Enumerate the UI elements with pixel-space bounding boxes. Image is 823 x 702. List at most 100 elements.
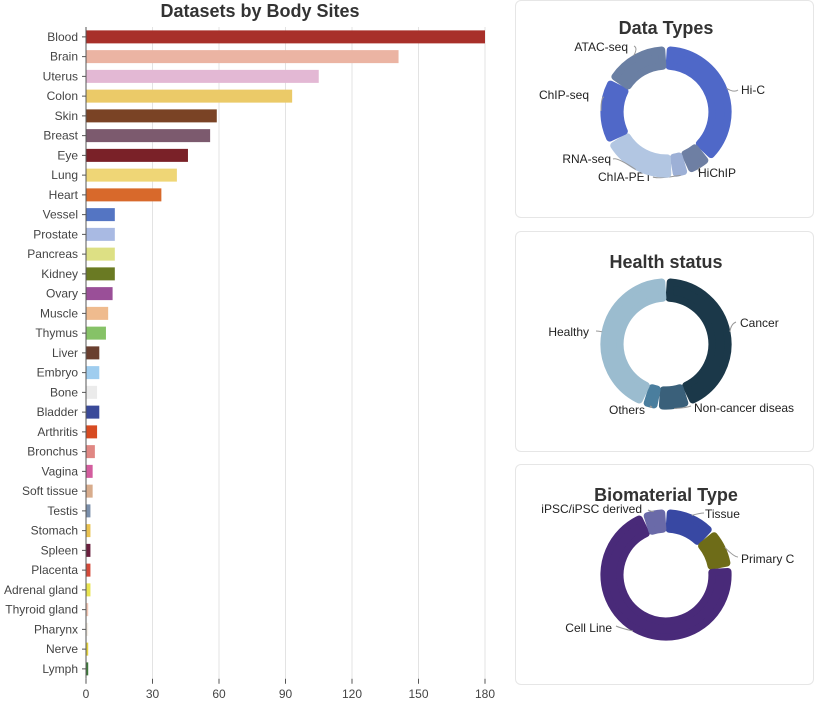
bar[interactable]: [86, 129, 211, 143]
y-tick-label: Nerve: [46, 642, 78, 656]
y-tick-label: Bladder: [37, 405, 78, 419]
y-tick-label: Colon: [47, 89, 78, 103]
donut-slice[interactable]: [600, 278, 667, 404]
y-tick-label: Thyroid gland: [5, 603, 78, 617]
bar[interactable]: [86, 425, 98, 439]
bar[interactable]: [86, 247, 115, 261]
y-tick-label: Pancreas: [27, 247, 78, 261]
y-tick-label: Soft tissue: [22, 484, 78, 498]
bar[interactable]: [86, 287, 113, 301]
leader-line: [649, 405, 653, 408]
slice-label: ChIP-seq: [539, 88, 589, 102]
leader-line: [729, 321, 737, 332]
donut-slice[interactable]: [600, 80, 629, 142]
donut-slice[interactable]: [643, 384, 661, 409]
leader-line: [652, 174, 681, 179]
leader-line: [647, 509, 655, 512]
bar[interactable]: [86, 50, 399, 64]
x-tick-label: 120: [342, 687, 362, 701]
bar[interactable]: [86, 89, 293, 103]
leader-line: [697, 167, 703, 174]
slice-label: Others: [609, 403, 645, 417]
bar[interactable]: [86, 484, 93, 498]
bar[interactable]: [86, 306, 109, 320]
donut-slice[interactable]: [670, 152, 688, 177]
y-tick-label: Spleen: [41, 543, 78, 557]
biomaterial-type-card: Biomaterial Type Tissue Primary C Cell Lin…: [515, 464, 814, 685]
bar[interactable]: [86, 622, 89, 636]
y-tick-label: Vagina: [42, 464, 79, 478]
y-tick-label: Heart: [49, 188, 79, 202]
y-tick-label: Prostate: [33, 227, 78, 241]
bar[interactable]: [86, 642, 89, 656]
bar[interactable]: [86, 385, 98, 399]
bar[interactable]: [86, 267, 115, 281]
slice-label: Cell Line: [565, 621, 612, 635]
y-tick-label: Pharynx: [34, 622, 78, 636]
x-tick-label: 60: [212, 687, 226, 701]
bar[interactable]: [86, 524, 91, 538]
donut-slice[interactable]: [643, 509, 667, 535]
donut-slice[interactable]: [698, 532, 731, 570]
bar[interactable]: [86, 563, 91, 577]
y-tick-label: Arthritis: [37, 425, 78, 439]
bar[interactable]: [86, 405, 100, 419]
health-status-card: Health status Cancer Non-cancer diseas Oth…: [515, 231, 814, 452]
x-tick-label: 90: [279, 687, 293, 701]
donut-slice[interactable]: [658, 384, 689, 410]
bar[interactable]: [86, 109, 217, 123]
health-status-title: Health status: [609, 252, 722, 272]
y-tick-label: Eye: [57, 148, 78, 162]
bar[interactable]: [86, 464, 93, 478]
bar[interactable]: [86, 227, 115, 241]
donut-slice[interactable]: [600, 515, 732, 641]
bar[interactable]: [86, 148, 188, 162]
bar[interactable]: [86, 366, 100, 380]
leader-line: [691, 512, 705, 516]
bar[interactable]: [86, 543, 91, 557]
leader-line: [633, 45, 637, 56]
bar[interactable]: [86, 583, 91, 597]
y-tick-label: Blood: [47, 30, 78, 44]
leader-line: [726, 87, 739, 92]
biomaterial-type-donut-chart: Biomaterial Type Tissue Primary C Cell Lin…: [541, 485, 795, 641]
donut-slice[interactable]: [611, 46, 667, 90]
donut-slice[interactable]: [665, 278, 732, 404]
y-tick-label: Brain: [50, 50, 78, 64]
y-tick-label: Muscle: [40, 306, 78, 320]
slice-label: ATAC-seq: [574, 40, 628, 54]
donut-slice[interactable]: [610, 133, 672, 178]
slice-label: Cancer: [740, 316, 779, 330]
bar[interactable]: [86, 346, 100, 360]
bar[interactable]: [86, 188, 162, 202]
bar[interactable]: [86, 662, 89, 676]
bar[interactable]: [86, 69, 319, 83]
bar[interactable]: [86, 326, 106, 340]
y-tick-label: Uterus: [43, 69, 78, 83]
slice-label: Primary C: [741, 552, 795, 566]
bar-chart-grid: [152, 27, 486, 679]
slice-label: HiChIP: [698, 166, 736, 180]
bar[interactable]: [86, 30, 485, 44]
y-tick-label: Stomach: [31, 524, 78, 538]
donut-slice[interactable]: [681, 144, 709, 173]
bar[interactable]: [86, 603, 89, 617]
bar-chart-x-axis: 0 30 60 90 120 150 180: [83, 678, 495, 701]
y-tick-label: Bone: [50, 385, 78, 399]
slice-label: Hi-C: [741, 83, 765, 97]
data-types-donut-chart: Data Types Hi-C HiChIP ChIA-PET RNA-seq ChIP…: [539, 18, 765, 184]
donut-slice[interactable]: [665, 46, 732, 159]
x-tick-label: 0: [83, 687, 90, 701]
bar-chart-title: Datasets by Body Sites: [160, 1, 359, 21]
y-tick-label: Ovary: [46, 287, 78, 301]
bar[interactable]: [86, 504, 91, 518]
bar[interactable]: [86, 445, 95, 459]
bar[interactable]: [86, 168, 177, 182]
leader-line: [595, 330, 603, 333]
y-tick-label: Lung: [51, 168, 78, 182]
y-tick-label: Adrenal gland: [4, 583, 78, 597]
y-tick-label: Bronchus: [27, 445, 78, 459]
donut-slice[interactable]: [665, 509, 712, 545]
y-tick-label: Testis: [47, 504, 78, 518]
bar[interactable]: [86, 208, 115, 222]
